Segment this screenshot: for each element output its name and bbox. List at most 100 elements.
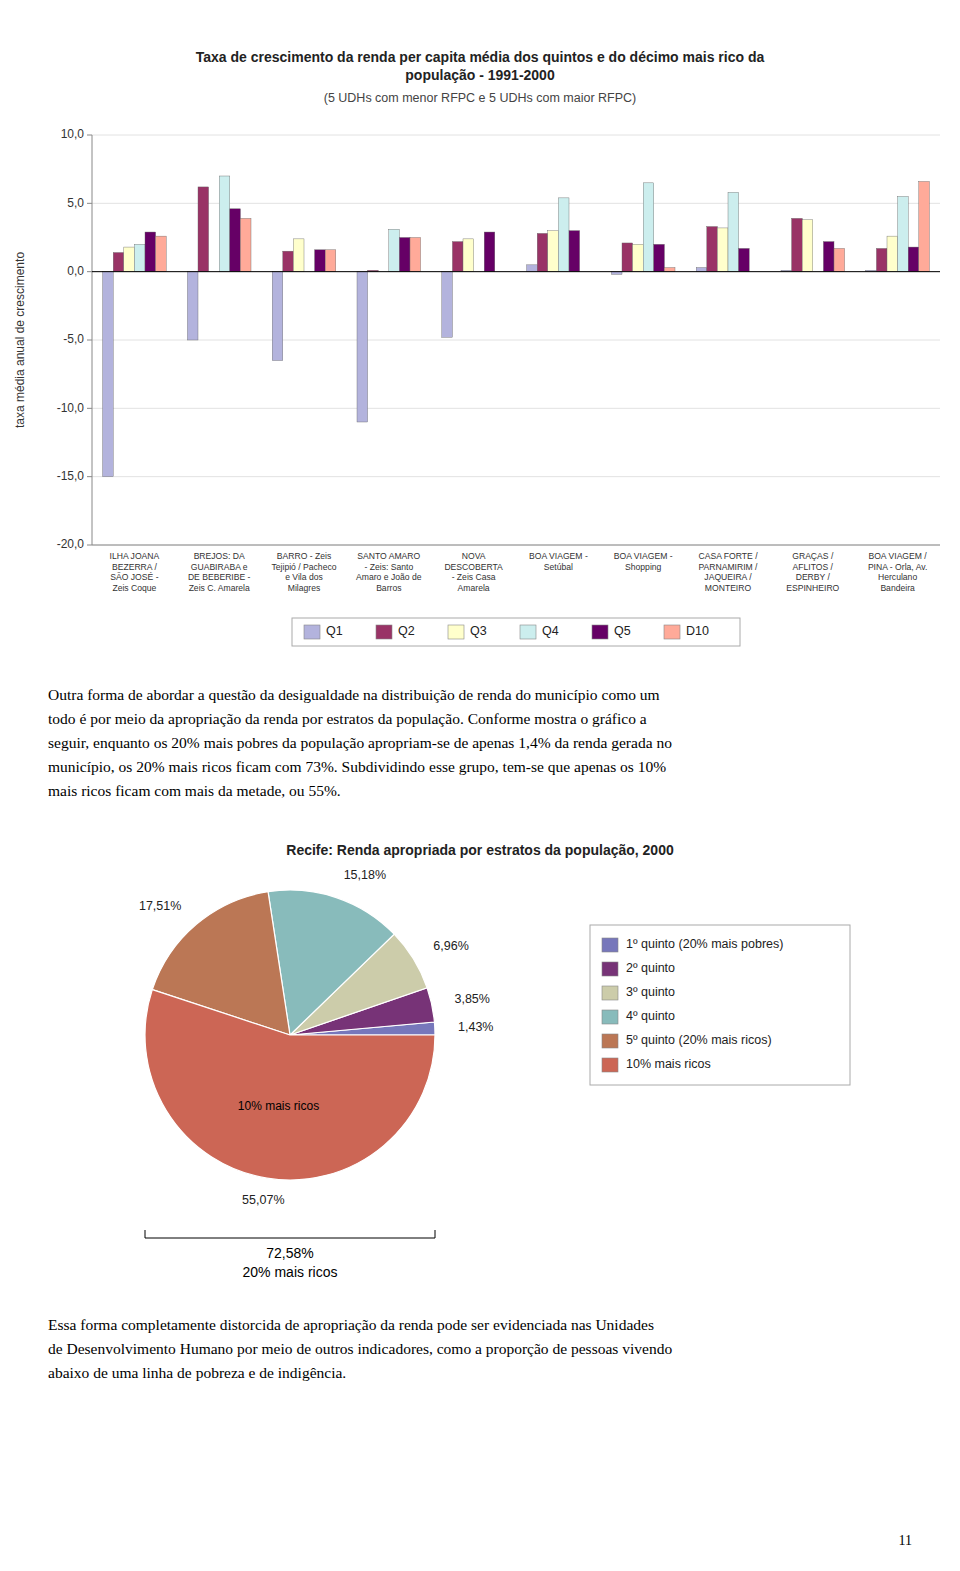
page: Taxa de crescimento da renda per capita … (0, 0, 960, 1571)
category-label: CASA FORTE /PARNAMIRIM /JAQUEIRA /MONTEI… (698, 551, 758, 593)
text-line: SANTO AMARO (357, 551, 420, 561)
bar (834, 248, 845, 271)
text-line: DERBY / (796, 572, 831, 582)
text-line: MONTEIRO (705, 583, 752, 593)
data-label: 1,43% (458, 1020, 493, 1034)
text-line: BOA VIAGEM - (529, 551, 588, 561)
tick-label: -10,0 (57, 401, 85, 415)
legend-label: 10% mais ricos (626, 1057, 711, 1071)
text-line: Setúbal (544, 562, 573, 572)
bar (908, 247, 919, 272)
text-line: BOA VIAGEM / (868, 551, 927, 561)
tick-mark (87, 476, 92, 477)
tick-label: -20,0 (57, 537, 85, 551)
legend-frame (590, 925, 850, 1085)
category-label: BREJOS: DAGUABIRABA eDE BEBERIBE -Zeis C… (188, 551, 251, 593)
bar (156, 236, 167, 272)
category-label: ILHA JOANABEZERRA /SÃO JOSÉ -Zeis Coque (110, 551, 160, 593)
text-line: BARRO - Zeis (277, 551, 331, 561)
y-axis-label: taxa média anual de crescimento (13, 252, 27, 428)
bar (452, 242, 463, 272)
text-line: Shopping (625, 562, 662, 572)
bar (696, 268, 707, 272)
category-label: NOVADESCOBERTA- Zeis CasaAmarela (444, 551, 503, 593)
data-label: 15,18% (344, 868, 386, 882)
text-line: BEZERRA / (112, 562, 158, 572)
bar (558, 198, 569, 272)
background (0, 0, 960, 1571)
legend-label: Q1 (326, 624, 343, 638)
paragraph-line: de Desenvolvimento Humano por meio de ou… (48, 1340, 672, 1357)
grid-line (92, 135, 940, 136)
text-line: e Vila dos (285, 572, 323, 582)
text-line: Amarela (458, 583, 490, 593)
legend-label: Q3 (470, 624, 487, 638)
paragraph: Outra forma de abordar a questão da desi… (48, 686, 672, 799)
bar (569, 231, 580, 272)
text-line: AFLITOS / (793, 562, 834, 572)
legend-swatch (602, 1010, 618, 1024)
annotation: 20% mais ricos (243, 1264, 338, 1280)
bar (537, 233, 548, 271)
data-label: 3,85% (454, 992, 489, 1006)
legend: 1º quinto (20% mais pobres)2º quinto3º q… (590, 925, 850, 1085)
bar (442, 272, 453, 338)
legend-swatch (448, 625, 464, 639)
text-line: Milagres (288, 583, 320, 593)
legend-swatch (592, 625, 608, 639)
bracket (145, 1230, 435, 1238)
tick-mark (87, 545, 92, 546)
annotation: 72,58% (266, 1245, 313, 1261)
bar (103, 272, 114, 477)
bar (484, 232, 495, 272)
grid-line (92, 271, 940, 272)
chart-subtitle: (5 UDHs com menor RFPC e 5 UDHs com maio… (324, 91, 637, 105)
y-axis (92, 135, 93, 545)
tick-mark (87, 340, 92, 341)
bar (548, 231, 559, 272)
bar (898, 197, 909, 272)
text-line: CASA FORTE / (698, 551, 758, 561)
bar (463, 239, 474, 272)
bar (283, 251, 294, 272)
grid-line (92, 408, 940, 409)
bar (876, 248, 887, 271)
text-line: Tejipió / Pacheco (272, 562, 337, 572)
bar (410, 238, 421, 272)
tick-label: -5,0 (63, 332, 84, 346)
text-line: BREJOS: DA (194, 551, 245, 561)
text-line: ESPINHEIRO (786, 583, 839, 593)
text-line: JAQUEIRA / (704, 572, 752, 582)
bar (325, 250, 336, 272)
text-line: PINA - Orla, Av. (868, 562, 927, 572)
bar (919, 181, 930, 271)
category-label: GRAÇAS /AFLITOS /DERBY /ESPINHEIRO (786, 551, 839, 593)
bar (654, 244, 665, 271)
text-line: Taxa de crescimento da renda per capita … (196, 49, 765, 65)
bar (527, 265, 538, 272)
category-label: BARRO - ZeisTejipió / Pachecoe Vila dosM… (272, 551, 337, 593)
text-line: PARNAMIRIM / (698, 562, 758, 572)
data-label: 55,07% (242, 1193, 284, 1207)
legend-label: 4º quinto (626, 1009, 675, 1023)
legend-label: Q5 (614, 624, 631, 638)
legend-swatch (602, 938, 618, 952)
tick-mark (87, 271, 92, 272)
bar (633, 244, 644, 271)
tick-label: 0,0 (67, 264, 84, 278)
category-label: BOA VIAGEM /PINA - Orla, Av.HerculanoBan… (868, 551, 927, 593)
paragraph-line: todo é por meio da apropriação da renda … (48, 710, 647, 727)
text-line: NOVA (462, 551, 486, 561)
bar (622, 243, 633, 272)
paragraph-line: Essa forma completamente distorcida de a… (48, 1316, 654, 1333)
bar (145, 232, 156, 272)
x-axis (92, 545, 940, 546)
zero-line (92, 271, 940, 272)
legend-label: 2º quinto (626, 961, 675, 975)
tick-label: -15,0 (57, 469, 85, 483)
text-line: Herculano (878, 572, 917, 582)
grid-line (92, 476, 940, 477)
paragraph-line: seguir, enquanto os 20% mais pobres da p… (48, 734, 672, 751)
pie-chart: Recife: Renda apropriada por estratos da… (139, 842, 850, 1280)
text-line: DE BEBERIBE - (188, 572, 251, 582)
